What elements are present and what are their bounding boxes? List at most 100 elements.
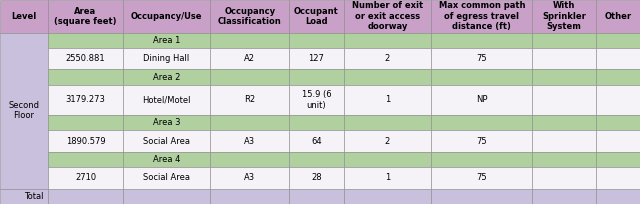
Bar [0,0,48,33]
Text: 1: 1 [385,173,390,182]
Bar [344,130,431,152]
Text: A3: A3 [244,173,255,182]
Bar [596,85,640,115]
Text: 2: 2 [385,54,390,63]
Bar [344,0,431,33]
Bar [289,167,344,189]
Bar [596,189,640,204]
Text: Area 4: Area 4 [153,155,180,164]
Text: Second
Floor: Second Floor [8,101,40,120]
Text: Other: Other [605,12,632,21]
Text: 127: 127 [308,54,324,63]
Text: 75: 75 [476,173,487,182]
Text: Area 2: Area 2 [153,73,180,82]
Bar [48,189,123,204]
Text: A2: A2 [244,54,255,63]
Bar [48,85,123,115]
Bar [48,48,123,69]
Bar [289,48,344,69]
Bar [596,69,640,85]
Text: Max common path
of egress travel
distance (ft): Max common path of egress travel distanc… [438,1,525,31]
Bar [596,0,640,33]
Text: Social Area: Social Area [143,173,190,182]
Bar [0,33,48,189]
Text: 1890.579: 1890.579 [66,136,106,146]
Bar [48,69,123,85]
Bar [596,167,640,189]
Bar [431,130,532,152]
Bar [532,130,596,152]
Bar [211,167,289,189]
Bar [123,85,211,115]
Bar [123,115,211,130]
Text: Total: Total [24,192,44,201]
Text: 2550.881: 2550.881 [66,54,106,63]
Text: 3179.273: 3179.273 [65,95,106,104]
Bar [344,85,431,115]
Bar [344,115,431,130]
Text: A3: A3 [244,136,255,146]
Bar [211,85,289,115]
Text: 2710: 2710 [75,173,96,182]
Bar [532,33,596,48]
Bar [289,189,344,204]
Bar [431,152,532,167]
Bar [211,0,289,33]
Text: Area 1: Area 1 [153,36,180,45]
Bar [431,48,532,69]
Text: 75: 75 [476,136,487,146]
Bar [123,0,211,33]
Text: Occupancy/Use: Occupancy/Use [131,12,202,21]
Bar [211,130,289,152]
Bar [123,69,211,85]
Bar [344,189,431,204]
Bar [48,167,123,189]
Bar [123,48,211,69]
Text: Occupancy
Classification: Occupancy Classification [218,7,282,26]
Text: Number of exit
or exit access
doorway: Number of exit or exit access doorway [352,1,423,31]
Bar [431,189,532,204]
Text: Level: Level [12,12,36,21]
Bar [289,85,344,115]
Bar [344,69,431,85]
Bar [596,48,640,69]
Text: Social Area: Social Area [143,136,190,146]
Bar [48,152,123,167]
Bar [48,33,123,48]
Bar [211,48,289,69]
Bar [532,0,596,33]
Bar [123,189,211,204]
Bar [0,189,48,204]
Bar [289,130,344,152]
Text: R2: R2 [244,95,255,104]
Bar [289,152,344,167]
Bar [344,152,431,167]
Bar [532,167,596,189]
Text: 64: 64 [311,136,322,146]
Bar [532,189,596,204]
Bar [211,33,289,48]
Bar [596,152,640,167]
Bar [211,115,289,130]
Bar [211,152,289,167]
Bar [431,0,532,33]
Bar [123,33,211,48]
Bar [344,48,431,69]
Bar [211,69,289,85]
Bar [532,48,596,69]
Bar [431,69,532,85]
Bar [344,33,431,48]
Bar [123,130,211,152]
Text: Occupant
Load: Occupant Load [294,7,339,26]
Bar [431,167,532,189]
Text: 15.9 (6
unit): 15.9 (6 unit) [301,90,332,110]
Text: 28: 28 [311,173,322,182]
Bar [289,0,344,33]
Bar [289,69,344,85]
Bar [289,33,344,48]
Bar [123,152,211,167]
Bar [596,130,640,152]
Text: Dining Hall: Dining Hall [143,54,189,63]
Text: Area
(square feet): Area (square feet) [54,7,116,26]
Bar [532,115,596,130]
